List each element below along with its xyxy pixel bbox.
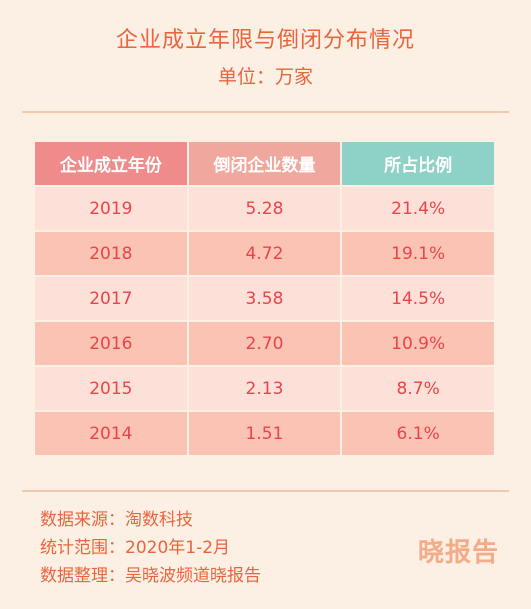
header-founded-year: 企业成立年份: [35, 142, 187, 185]
cell-count: 4.72: [188, 232, 341, 275]
header-share: 所占比例: [342, 142, 494, 185]
closure-table: 企业成立年份 倒闭企业数量 所占比例 2019 5.28 21.4% 2018 …: [33, 140, 496, 457]
cell-year: 2018: [35, 232, 187, 275]
cell-year: 2019: [35, 187, 187, 230]
table-row: 2017 3.58 14.5%: [35, 277, 494, 320]
page-title: 企业成立年限与倒闭分布情况: [115, 28, 415, 53]
cell-year: 2015: [35, 367, 187, 410]
cell-count: 1.51: [188, 412, 341, 455]
cell-year: 2017: [35, 277, 187, 320]
cell-count: 2.70: [188, 322, 341, 365]
table-row: 2018 4.72 19.1%: [35, 232, 494, 275]
unit-label: 单位：万家: [217, 66, 313, 88]
cell-year: 2016: [35, 322, 187, 365]
bottom-divider: [22, 490, 509, 492]
table-row: 2014 1.51 6.1%: [35, 412, 494, 455]
cell-count: 2.13: [188, 367, 341, 410]
cell-share: 14.5%: [342, 277, 494, 320]
footer-notes: 数据来源：淘数科技 统计范围：2020年1-2月 数据整理：吴晓波频道晓报告: [40, 506, 261, 590]
cell-share: 21.4%: [342, 187, 494, 230]
source-note: 数据来源：淘数科技: [40, 510, 193, 530]
table-row: 2019 5.28 21.4%: [35, 187, 494, 230]
header-closed-count: 倒闭企业数量: [188, 142, 341, 185]
period-note: 统计范围：2020年1-2月: [40, 538, 231, 558]
cell-count: 3.58: [188, 277, 341, 320]
brand-watermark: 晓报告: [417, 538, 499, 568]
compiler-note: 数据整理：吴晓波频道晓报告: [40, 566, 261, 586]
table-header-row: 企业成立年份 倒闭企业数量 所占比例: [35, 142, 494, 185]
top-divider: [22, 111, 509, 113]
cell-count: 5.28: [188, 187, 341, 230]
cell-share: 6.1%: [342, 412, 494, 455]
table-row: 2015 2.13 8.7%: [35, 367, 494, 410]
cell-year: 2014: [35, 412, 187, 455]
cell-share: 19.1%: [342, 232, 494, 275]
table-row: 2016 2.70 10.9%: [35, 322, 494, 365]
cell-share: 8.7%: [342, 367, 494, 410]
cell-share: 10.9%: [342, 322, 494, 365]
